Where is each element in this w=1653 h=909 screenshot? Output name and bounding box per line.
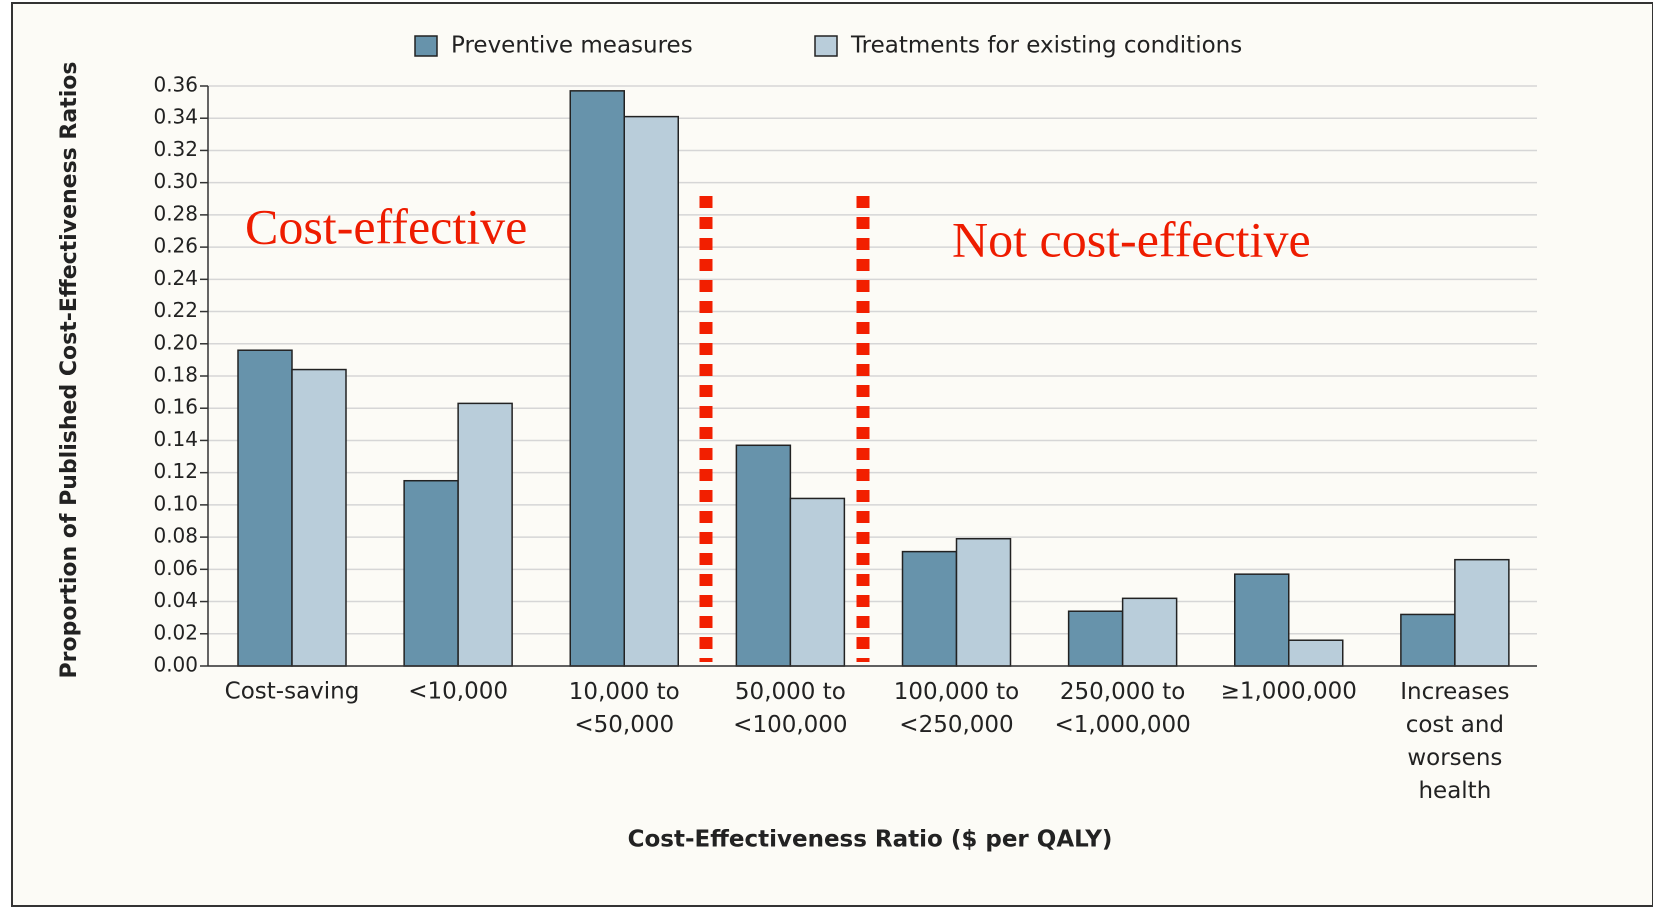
axes: 0.00 0.02 0.04 0.06 0.08 0.10 0.12 0.14 0.16 0.18… bbox=[153, 73, 1537, 804]
y-tick-label: 0.22 bbox=[153, 298, 198, 322]
bar bbox=[735, 444, 792, 667]
x-tick-label: 100,000 to <250,000 bbox=[894, 679, 1020, 738]
bar bbox=[901, 550, 958, 667]
y-tick-label: 0.28 bbox=[153, 201, 198, 225]
bar bbox=[789, 497, 846, 667]
bar bbox=[1400, 613, 1456, 667]
x-tick-label: Cost-saving bbox=[225, 679, 360, 705]
bar bbox=[1067, 610, 1124, 667]
y-tick-label: 0.34 bbox=[153, 105, 198, 129]
y-tick-label: 0.20 bbox=[153, 330, 198, 354]
x-tick-label: <10,000 bbox=[408, 679, 508, 705]
y-tick-label: 0.18 bbox=[153, 363, 198, 387]
bar bbox=[1121, 597, 1178, 667]
x-tick-label: 50,000 to <100,000 bbox=[733, 679, 847, 738]
y-tick-label: 0.26 bbox=[153, 234, 198, 258]
y-tick-label: 0.04 bbox=[153, 588, 198, 612]
bar bbox=[291, 368, 347, 667]
y-tick-label: 0.30 bbox=[153, 169, 198, 193]
bar bbox=[237, 349, 293, 667]
bar bbox=[1288, 639, 1344, 667]
y-tick-label: 0.32 bbox=[153, 137, 198, 161]
y-tick-label: 0.36 bbox=[153, 73, 198, 97]
x-tick-label: 10,000 to <50,000 bbox=[569, 679, 680, 738]
x-tick-label: ≥1,000,000 bbox=[1221, 679, 1357, 705]
y-tick-label: 0.00 bbox=[153, 653, 198, 677]
legend-label: Preventive measures bbox=[451, 33, 693, 59]
bar bbox=[955, 537, 1012, 667]
y-tick-label: 0.08 bbox=[153, 524, 198, 548]
bars bbox=[237, 90, 1510, 667]
y-tick-label: 0.16 bbox=[153, 395, 198, 419]
x-tick-label: 250,000 to <1,000,000 bbox=[1054, 679, 1190, 738]
bar bbox=[457, 402, 513, 667]
y-tick-label: 0.02 bbox=[153, 620, 198, 644]
annotation: Not cost-effective bbox=[952, 211, 1311, 267]
x-tick-label: Increases cost and worsens health bbox=[1400, 679, 1509, 804]
bar bbox=[1234, 573, 1290, 667]
bar bbox=[623, 115, 679, 667]
legend-swatch bbox=[814, 35, 838, 57]
x-axis-label: Cost-Effectiveness Ratio ($ per QALY) bbox=[628, 827, 1113, 853]
y-tick-label: 0.14 bbox=[153, 427, 198, 451]
legend-label: Treatments for existing conditions bbox=[850, 33, 1242, 59]
y-tick-label: 0.12 bbox=[153, 459, 198, 483]
bar bbox=[403, 479, 459, 667]
y-axis-label: Proportion of Published Cost-Effectivene… bbox=[57, 62, 82, 679]
y-tick-label: 0.10 bbox=[153, 491, 198, 515]
bar bbox=[569, 90, 625, 667]
bar bbox=[1454, 558, 1510, 667]
y-tick-label: 0.06 bbox=[153, 556, 198, 580]
annotation: Cost-effective bbox=[245, 198, 527, 254]
legend-swatch bbox=[414, 35, 438, 57]
y-tick-label: 0.24 bbox=[153, 266, 198, 290]
